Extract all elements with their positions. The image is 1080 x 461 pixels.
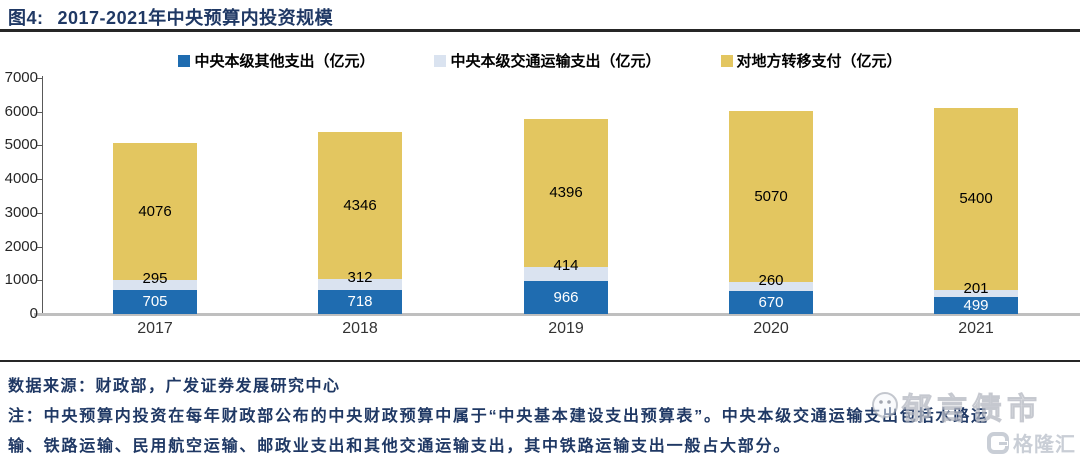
chart-legend: 中央本级其他支出（亿元） 中央本级交通运输支出（亿元） 对地方转移支付（亿元）: [0, 50, 1080, 71]
y-axis-label: 3000: [4, 203, 38, 221]
figure-title: 图4: 2017-2021年中央预算内投资规模: [8, 4, 333, 30]
y-axis-tick: [37, 111, 42, 113]
watermark-gelonghui: 格隆汇: [986, 428, 1076, 457]
y-axis-label: 5000: [4, 136, 38, 154]
legend-label: 对地方转移支付（亿元）: [736, 53, 902, 70]
bar-value-label: 4346: [343, 196, 377, 214]
y-axis-label: 0: [29, 305, 38, 322]
bar-segment-0-2021: [934, 297, 1018, 314]
figure-number: 图4:: [8, 8, 44, 28]
bar-value-label: 670: [758, 293, 784, 311]
bar-segment-0-2018: [318, 290, 402, 314]
bar-value-label: 201: [963, 280, 989, 297]
bar-value-label: 260: [758, 272, 784, 289]
bar-segment-1-2021: [934, 290, 1018, 297]
bar-segment-1-2017: [113, 280, 197, 290]
note-line: 注：中央预算内投资在每年财政部公布的中央财政预算中属于“中央基本建设支出预算表”…: [8, 408, 989, 425]
y-axis-tick: [37, 145, 42, 147]
bar-value-label: 705: [142, 293, 168, 310]
bar-segment-0-2017: [113, 290, 197, 314]
bar-value-label: 499: [963, 296, 989, 314]
bar-value-label: 312: [347, 269, 373, 286]
bar-segment-2-2021: [934, 108, 1018, 290]
x-axis-label: 2018: [342, 320, 378, 337]
footer-divider: [0, 360, 1080, 362]
legend-swatch-icon: [434, 54, 447, 67]
bar-segment-0-2019: [524, 281, 608, 314]
bar-segment-2-2018: [318, 132, 402, 279]
bar-value-label: 295: [142, 270, 168, 287]
gelonghui-logo-icon: [987, 431, 1009, 454]
bar-value-label: 5070: [754, 187, 788, 205]
y-axis-tick: [37, 280, 42, 282]
legend-swatch-icon: [178, 54, 191, 67]
figure-title-text: 2017-2021年中央预算内投资规模: [57, 8, 334, 28]
y-axis-label: 2000: [4, 237, 38, 255]
y-axis-tick: [37, 78, 42, 79]
x-axis-label: 2017: [137, 320, 173, 337]
bar-segment-1-2019: [524, 267, 608, 281]
bar-segment-2-2019: [524, 119, 608, 267]
note-line: 输、铁路运输、民用航空运输、邮政业支出和其他交通运输支出，其中铁路运输支出一般占…: [8, 438, 792, 455]
bar-value-label: 4396: [549, 184, 583, 201]
x-axis-label: 2021: [958, 320, 994, 337]
watermark-text: 格隆汇: [1013, 434, 1076, 456]
y-axis-tick: [37, 179, 42, 181]
y-axis-label: 6000: [4, 102, 38, 120]
y-axis-label: 1000: [4, 271, 38, 289]
legend-item-1: 中央本级交通运输支出（亿元）: [434, 50, 661, 71]
bar-segment-2-2017: [113, 143, 197, 280]
y-axis-label: 7000: [4, 69, 38, 86]
y-axis-label: 4000: [4, 170, 38, 188]
legend-swatch-icon: [720, 54, 733, 67]
bar-segment-2-2020: [729, 111, 813, 282]
bar-value-label: 414: [553, 257, 579, 274]
legend-item-2: 对地方转移支付（亿元）: [720, 50, 902, 71]
bar-value-label: 966: [553, 288, 579, 306]
y-axis-tick: [37, 212, 42, 214]
legend-item-0: 中央本级其他支出（亿元）: [178, 50, 374, 71]
data-source: 数据来源：财政部，广发证券发展研究中心: [8, 378, 341, 395]
y-axis-tick: [37, 246, 42, 248]
title-divider: [0, 29, 1080, 32]
x-axis-label: 2019: [548, 320, 584, 337]
legend-label: 中央本级交通运输支出（亿元）: [450, 53, 661, 70]
bar-segment-1-2020: [729, 282, 813, 291]
x-axis-line: [34, 313, 1080, 316]
legend-label: 中央本级其他支出（亿元）: [194, 53, 375, 70]
bar-value-label: 718: [347, 293, 373, 310]
y-axis-line: [42, 76, 43, 314]
bar-segment-0-2020: [729, 291, 813, 314]
bar-value-label: 5400: [959, 190, 993, 207]
bar-value-label: 4076: [138, 202, 172, 220]
x-axis-label: 2020: [753, 320, 789, 337]
bar-segment-1-2018: [318, 279, 402, 290]
